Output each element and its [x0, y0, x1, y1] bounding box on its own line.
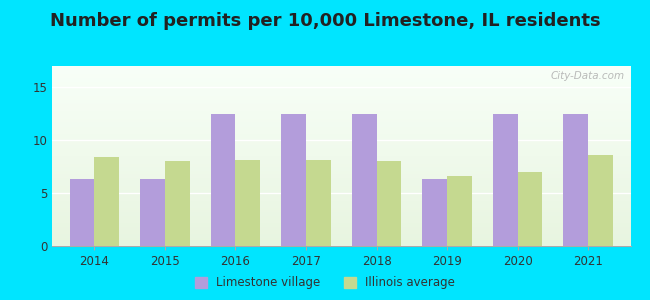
Bar: [422, 179, 447, 246]
Bar: [352, 114, 376, 246]
Bar: [70, 179, 94, 246]
Bar: [94, 157, 119, 246]
Text: City-Data.com: City-Data.com: [551, 71, 625, 81]
Bar: [493, 114, 517, 246]
Bar: [211, 114, 235, 246]
Bar: [376, 161, 401, 246]
Bar: [306, 160, 331, 246]
Bar: [588, 155, 613, 246]
Bar: [165, 161, 190, 246]
Bar: [447, 176, 472, 246]
Legend: Limestone village, Illinois average: Limestone village, Illinois average: [190, 272, 460, 294]
Bar: [517, 172, 542, 246]
Bar: [564, 114, 588, 246]
Bar: [281, 114, 306, 246]
Bar: [235, 160, 260, 246]
Text: Number of permits per 10,000 Limestone, IL residents: Number of permits per 10,000 Limestone, …: [49, 12, 601, 30]
Bar: [140, 179, 165, 246]
